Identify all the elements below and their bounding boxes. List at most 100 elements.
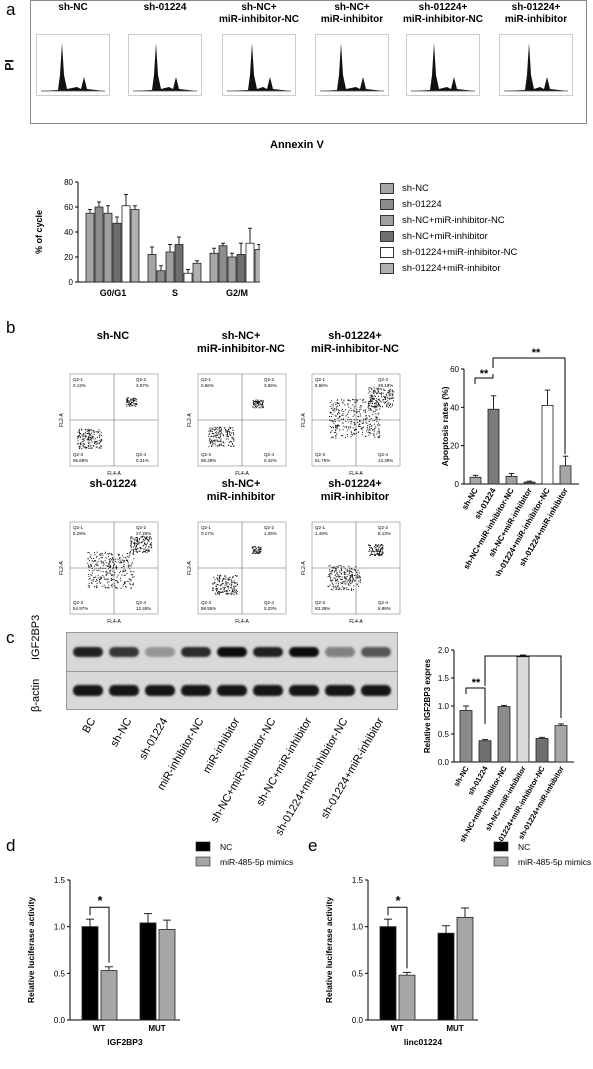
- lane-label: sh-NC+miR-inhibitor-NC: [209, 716, 279, 825]
- lane-label: miR-inhibitor-NC: [155, 716, 206, 792]
- y-tick-label: 40: [450, 403, 459, 412]
- x-tick-label: G2/M: [226, 288, 248, 298]
- actin-band: [253, 685, 283, 696]
- quadrant-name: Q2-3: [315, 600, 326, 605]
- legend-entry: sh-NC+miR-inhibitor: [380, 231, 488, 242]
- igf2bp3-band: [325, 647, 355, 657]
- lane-label: sh-NC: [108, 716, 134, 749]
- quadrant-percent: 95.68%: [73, 458, 88, 463]
- significance-mark: **: [472, 677, 481, 689]
- cell-cycle-histogram: [315, 34, 389, 96]
- igf2bp3-blot-label: IGF2BP3: [30, 614, 42, 660]
- significance-bracket: [474, 374, 494, 384]
- panel-label-e: e: [308, 836, 318, 855]
- quadrant-percent: 51.76%: [315, 458, 330, 463]
- legend-swatch: [380, 231, 394, 242]
- pi-axis-label: PI: [2, 59, 17, 71]
- significance-bracket: [465, 687, 486, 724]
- bar: [94, 206, 104, 283]
- x-tick-label: MUT: [148, 1024, 165, 1033]
- histogram-title: sh-NC+ miR-inhibitor: [320, 2, 384, 25]
- scatter-title: sh-01224+ miR-inhibitor: [320, 478, 390, 503]
- quadrant-name: Q2-1: [315, 525, 326, 530]
- blot-divider: [67, 671, 397, 672]
- lane-label-text: sh-01224+miR-inhibitor-NC: [273, 716, 351, 838]
- y-tick-label: 60: [64, 203, 73, 212]
- quadrant-name: Q2-4: [378, 452, 389, 457]
- cell-cycle-histogram: [128, 34, 202, 96]
- lane-label: sh-NC+miR-inhibitor: [254, 716, 314, 808]
- scatter-svg: Q2-15.66% Q2-229.19% Q2-351.76% Q2-413.39% F…: [301, 373, 401, 477]
- scatter-title: sh-NC+ miR-inhibitor-NC: [197, 330, 285, 355]
- legend-label: NC: [220, 842, 232, 852]
- bar: [236, 254, 246, 283]
- quadrant-percent: 0.17%: [201, 531, 214, 536]
- scatter-svg: Q2-10.17% Q2-21.05% Q2-398.55% Q2-40.23% FL4…: [187, 521, 287, 625]
- actin-band: [73, 685, 103, 696]
- quadrant-percent: 3.87%: [136, 383, 149, 388]
- actin-band: [181, 685, 211, 696]
- scatter-title: sh-01224: [89, 478, 137, 490]
- scatter-x-label: FL4-A: [235, 619, 249, 625]
- y-tick-label: 20: [64, 253, 73, 262]
- cell-cycle-histogram: [406, 34, 480, 96]
- legend-swatch: [195, 841, 211, 852]
- lane-label-text: sh-NC+miR-inhibitor-NC: [208, 716, 279, 825]
- x-tick-label: WT: [391, 1024, 404, 1033]
- bar: [497, 706, 511, 763]
- histogram-trace: [411, 43, 475, 92]
- cell-cycle-histogram: [222, 34, 296, 96]
- quadrant-percent: 0.66%: [201, 383, 214, 388]
- scatter-x-label: FL4-A: [107, 471, 121, 477]
- histogram-peaks: [411, 43, 475, 91]
- bar: [469, 476, 482, 485]
- y-axis-title: Relative luciferase activity: [26, 897, 36, 1004]
- igf2bp3-band: [181, 647, 211, 657]
- quadrant-name: Q2-3: [201, 452, 212, 457]
- scatter-title: sh-NC: [96, 330, 130, 342]
- bar: [398, 974, 416, 1021]
- quadrant-name: Q2-2: [264, 377, 275, 382]
- scatter-svg: Q2-15.29% Q2-227.26% Q2-354.97% Q2-412.48% F…: [59, 521, 159, 625]
- lane-label: BC: [80, 716, 98, 735]
- significance-bracket: [89, 906, 110, 963]
- panel-label-d: d: [6, 836, 16, 855]
- legend-label: sh-01224+miR-inhibitor-NC: [402, 247, 518, 258]
- y-axis-title: % of cycle: [34, 210, 44, 254]
- y-tick-label: 0: [455, 480, 460, 489]
- western-blot: [66, 632, 398, 710]
- x-tick-label: WT: [93, 1024, 106, 1033]
- quadrant-name: Q2-2: [378, 377, 389, 382]
- igf2bp3-expression-chart: 0.0 0.5 1.0 1.5 2.0 Relative IGF2BP3 expres sh…: [423, 646, 574, 853]
- legend-entry: sh-NC+miR-inhibitor-NC: [380, 215, 505, 226]
- bar: [379, 926, 397, 1021]
- histogram-peaks: [41, 43, 105, 91]
- bar: [437, 932, 455, 1021]
- y-axis-title: Relative IGF2BP3 expres: [423, 658, 432, 753]
- scatter-svg: Q2-11.49% Q2-28.13% Q2-383.39% Q2-46.98% FL4…: [301, 521, 401, 625]
- bar: [218, 245, 228, 283]
- quadrant-name: Q2-4: [264, 600, 275, 605]
- quadrant-percent: 5.66%: [315, 383, 328, 388]
- bar: [559, 465, 572, 485]
- quadrant-percent: 13.39%: [378, 458, 393, 463]
- scatter-y-label: FL2-A: [301, 561, 307, 575]
- scatter-x-label: FL4-A: [235, 471, 249, 477]
- legend-swatch: [195, 856, 211, 867]
- histogram-title: sh-01224+ miR-inhibitor: [504, 2, 568, 25]
- scatter-svg: Q2-10.13% Q2-23.87% Q2-395.68% Q2-40.31% FL4…: [59, 373, 159, 477]
- actin-blot-label: β-actin: [30, 678, 42, 712]
- y-axis-title: Apoptosis rates (%): [440, 386, 450, 466]
- x-tick-label: G0/G1: [100, 288, 127, 298]
- lane-label-text: sh-01224: [137, 716, 171, 762]
- igf2bp3-band: [253, 647, 283, 657]
- bar: [459, 710, 473, 763]
- significance-mark: *: [97, 893, 103, 908]
- igf2bp3-band: [361, 647, 391, 657]
- legend-swatch: [380, 263, 394, 274]
- bar: [505, 475, 518, 485]
- x-tick-label: sh-NC: [452, 764, 471, 788]
- significance-mark: **: [532, 347, 541, 359]
- quadrant-percent: 0.42%: [264, 458, 277, 463]
- bar: [192, 262, 202, 283]
